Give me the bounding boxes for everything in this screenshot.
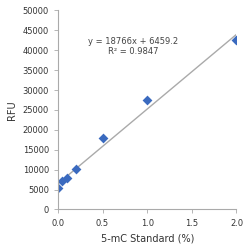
X-axis label: 5-mC Standard (%): 5-mC Standard (%) bbox=[100, 233, 194, 243]
Text: y = 18766x + 6459.2
R² = 0.9847: y = 18766x + 6459.2 R² = 0.9847 bbox=[88, 36, 178, 56]
Point bbox=[145, 98, 149, 102]
Y-axis label: RFU: RFU bbox=[7, 100, 17, 120]
Point bbox=[60, 179, 64, 183]
Point bbox=[234, 38, 238, 42]
Point bbox=[74, 167, 78, 171]
Point bbox=[65, 176, 69, 180]
Point bbox=[56, 186, 60, 190]
Point bbox=[100, 136, 104, 140]
